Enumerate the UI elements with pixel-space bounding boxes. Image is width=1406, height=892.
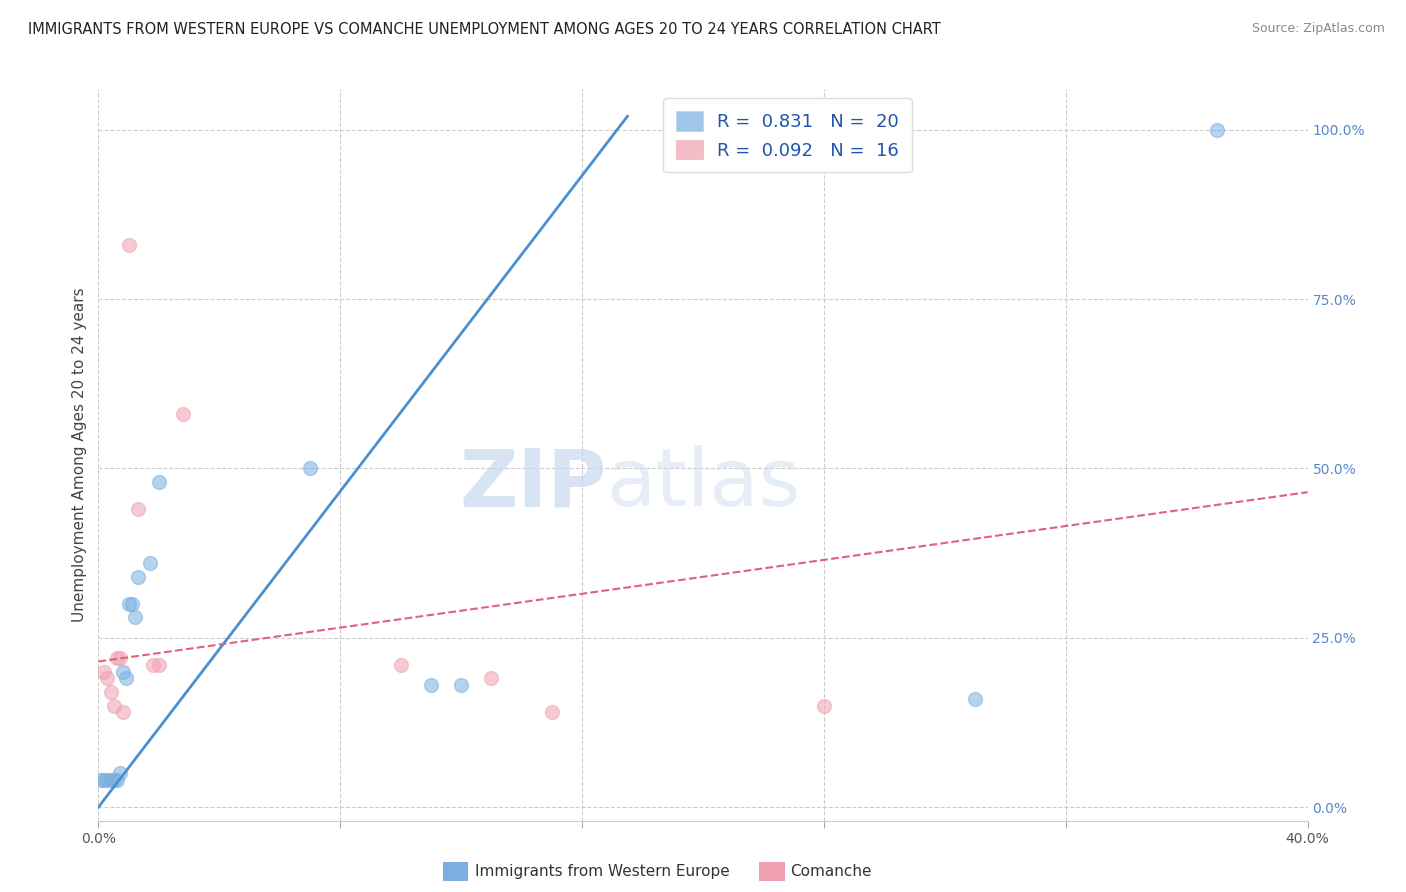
Point xyxy=(118,238,141,252)
Point xyxy=(127,502,149,516)
Text: IMMIGRANTS FROM WESTERN EUROPE VS COMANCHE UNEMPLOYMENT AMONG AGES 20 TO 24 YEAR: IMMIGRANTS FROM WESTERN EUROPE VS COMANC… xyxy=(28,22,941,37)
Point xyxy=(108,766,131,780)
Point xyxy=(118,597,141,611)
Point xyxy=(105,772,128,787)
Point xyxy=(100,685,122,699)
Point xyxy=(127,570,149,584)
Point xyxy=(139,556,162,570)
Text: Immigrants from Western Europe: Immigrants from Western Europe xyxy=(475,864,730,879)
Point xyxy=(111,665,134,679)
Point xyxy=(481,672,503,686)
Point xyxy=(121,597,143,611)
Point xyxy=(111,706,134,720)
Legend: R =  0.831   N =  20, R =  0.092   N =  16: R = 0.831 N = 20, R = 0.092 N = 16 xyxy=(664,98,911,172)
Point xyxy=(96,672,118,686)
Point xyxy=(105,651,128,665)
Point xyxy=(108,651,131,665)
Text: Source: ZipAtlas.com: Source: ZipAtlas.com xyxy=(1251,22,1385,36)
Point xyxy=(93,665,115,679)
Point xyxy=(1206,123,1229,137)
Point xyxy=(148,475,170,489)
Point xyxy=(813,698,835,713)
Point xyxy=(389,657,412,672)
Point xyxy=(114,672,136,686)
Point xyxy=(100,772,122,787)
Point xyxy=(142,657,165,672)
Point xyxy=(420,678,443,692)
Point xyxy=(90,772,112,787)
Point xyxy=(103,772,125,787)
Point xyxy=(96,772,118,787)
Point xyxy=(103,698,125,713)
Point xyxy=(172,407,194,421)
Point xyxy=(540,706,562,720)
Text: Comanche: Comanche xyxy=(790,864,872,879)
Point xyxy=(450,678,472,692)
Text: atlas: atlas xyxy=(606,445,800,524)
Y-axis label: Unemployment Among Ages 20 to 24 years: Unemployment Among Ages 20 to 24 years xyxy=(72,287,87,623)
Point xyxy=(93,772,115,787)
Point xyxy=(965,691,987,706)
Point xyxy=(148,657,170,672)
Point xyxy=(299,461,322,475)
Point xyxy=(124,610,146,624)
Text: ZIP: ZIP xyxy=(458,445,606,524)
